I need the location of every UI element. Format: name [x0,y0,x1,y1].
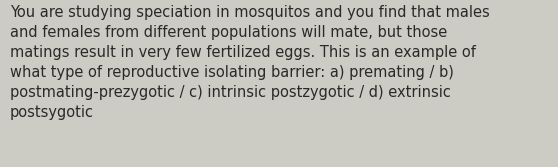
Text: You are studying speciation in mosquitos and you find that males
and females fro: You are studying speciation in mosquitos… [10,5,490,120]
